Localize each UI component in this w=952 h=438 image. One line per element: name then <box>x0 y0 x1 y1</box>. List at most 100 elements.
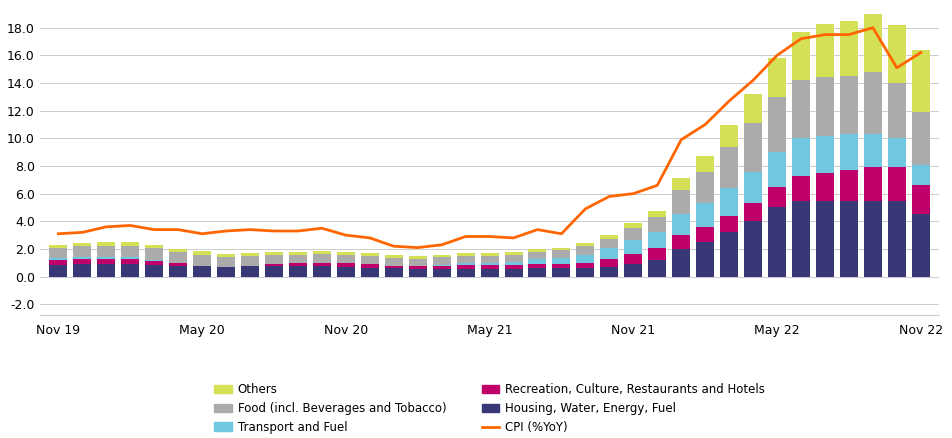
Bar <box>600 235 618 239</box>
Bar <box>480 265 498 269</box>
Bar <box>552 251 570 258</box>
Bar <box>624 264 642 277</box>
Bar <box>671 235 689 249</box>
Bar <box>504 252 522 255</box>
Bar <box>385 268 403 277</box>
Bar <box>288 254 307 264</box>
Bar <box>600 239 618 248</box>
Bar <box>552 258 570 264</box>
Bar <box>720 188 738 216</box>
Bar <box>121 259 139 264</box>
Bar <box>791 32 809 80</box>
Bar <box>647 217 665 233</box>
Bar <box>647 260 665 277</box>
Bar <box>97 259 115 264</box>
Bar <box>241 256 259 265</box>
Bar <box>73 259 91 264</box>
Bar <box>361 268 378 277</box>
Bar <box>767 187 785 208</box>
Bar <box>528 249 545 252</box>
Bar <box>50 247 68 258</box>
Bar <box>744 221 762 277</box>
Bar <box>600 267 618 277</box>
Bar <box>97 242 115 246</box>
Bar <box>767 152 785 187</box>
Bar <box>193 251 210 254</box>
Bar <box>265 266 283 277</box>
Bar <box>312 254 330 263</box>
Bar <box>217 262 235 266</box>
Bar <box>193 261 210 265</box>
Bar <box>720 124 738 147</box>
Bar <box>624 240 642 254</box>
Bar <box>121 242 139 246</box>
Bar <box>528 264 545 268</box>
Bar <box>696 227 713 242</box>
Bar <box>504 262 522 265</box>
Bar <box>456 256 474 264</box>
Bar <box>265 262 283 264</box>
Bar <box>408 256 426 259</box>
Bar <box>671 178 689 190</box>
Bar <box>839 76 857 134</box>
Bar <box>217 257 235 267</box>
Bar <box>839 134 857 170</box>
Bar <box>361 264 378 268</box>
Bar <box>288 263 307 264</box>
Bar <box>480 263 498 265</box>
Bar <box>456 253 474 256</box>
Bar <box>624 254 642 264</box>
Bar <box>145 248 163 260</box>
Bar <box>600 259 618 267</box>
Bar <box>385 255 403 258</box>
Bar <box>288 252 307 254</box>
Bar <box>312 251 330 254</box>
Bar <box>73 246 91 257</box>
Bar <box>336 264 354 267</box>
Bar <box>385 258 403 265</box>
Bar <box>432 265 450 269</box>
Bar <box>887 201 904 277</box>
Bar <box>432 257 450 265</box>
Bar <box>647 233 665 247</box>
Bar <box>456 264 474 265</box>
Bar <box>50 265 68 277</box>
Bar <box>312 266 330 277</box>
Bar <box>73 264 91 277</box>
Bar <box>863 167 881 201</box>
Bar <box>312 263 330 266</box>
Bar <box>839 21 857 76</box>
Bar <box>576 244 594 246</box>
Bar <box>791 138 809 176</box>
Bar <box>408 269 426 277</box>
Bar <box>815 24 833 78</box>
Bar <box>504 265 522 269</box>
Bar <box>887 138 904 167</box>
Bar <box>73 257 91 259</box>
Bar <box>744 94 762 123</box>
Bar <box>432 254 450 257</box>
Bar <box>97 264 115 277</box>
Bar <box>600 248 618 259</box>
Bar <box>241 253 259 256</box>
Legend: Others, Food (incl. Beverages and Tobacco), Transport and Fuel, Recreation, Cult: Others, Food (incl. Beverages and Tobacc… <box>214 383 764 434</box>
Bar <box>480 256 498 263</box>
Bar <box>504 269 522 277</box>
Bar <box>408 266 426 269</box>
Bar <box>696 156 713 172</box>
Bar <box>336 267 354 277</box>
Bar <box>169 252 187 264</box>
Bar <box>839 201 857 277</box>
Bar <box>696 203 713 227</box>
Bar <box>288 266 307 277</box>
Bar <box>839 170 857 201</box>
Bar <box>528 252 545 259</box>
Bar <box>217 262 235 267</box>
Bar <box>624 223 642 227</box>
Bar <box>576 263 594 268</box>
Bar <box>863 72 881 134</box>
Bar <box>744 172 762 203</box>
Bar <box>145 260 163 261</box>
Bar <box>647 211 665 217</box>
Bar <box>720 147 738 188</box>
